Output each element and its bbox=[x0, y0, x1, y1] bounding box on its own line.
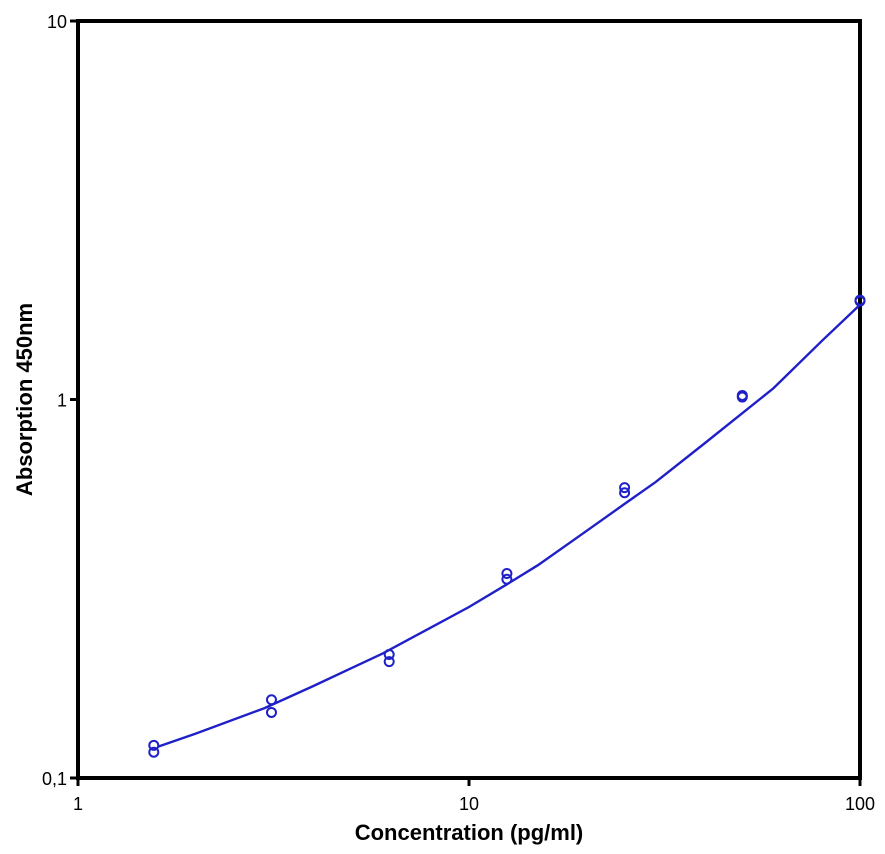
x-tick-label: 1 bbox=[73, 794, 83, 814]
data-point bbox=[501, 567, 513, 579]
data-point bbox=[501, 573, 513, 585]
y-axis-title: Absorption 450nm bbox=[12, 303, 37, 496]
x-tick-label: 100 bbox=[845, 794, 875, 814]
data-point bbox=[148, 739, 160, 751]
data-point bbox=[265, 694, 277, 706]
data-point bbox=[148, 746, 160, 758]
data-point bbox=[383, 648, 395, 660]
y-tick-label: 1 bbox=[57, 391, 67, 411]
data-point bbox=[619, 487, 631, 499]
data-point bbox=[383, 656, 395, 668]
y-tick-label: 10 bbox=[47, 12, 67, 32]
data-point bbox=[619, 482, 631, 494]
x-tick-label: 10 bbox=[459, 794, 479, 814]
plot-layer: 1 10 100 0,1 1 10 bbox=[42, 12, 875, 814]
data-point bbox=[736, 391, 748, 403]
data-point bbox=[854, 295, 866, 307]
data-point bbox=[265, 706, 277, 718]
fit-curve bbox=[157, 303, 861, 748]
y-tick-label: 0,1 bbox=[42, 769, 67, 789]
x-axis-title: Concentration (pg/ml) bbox=[355, 820, 584, 845]
